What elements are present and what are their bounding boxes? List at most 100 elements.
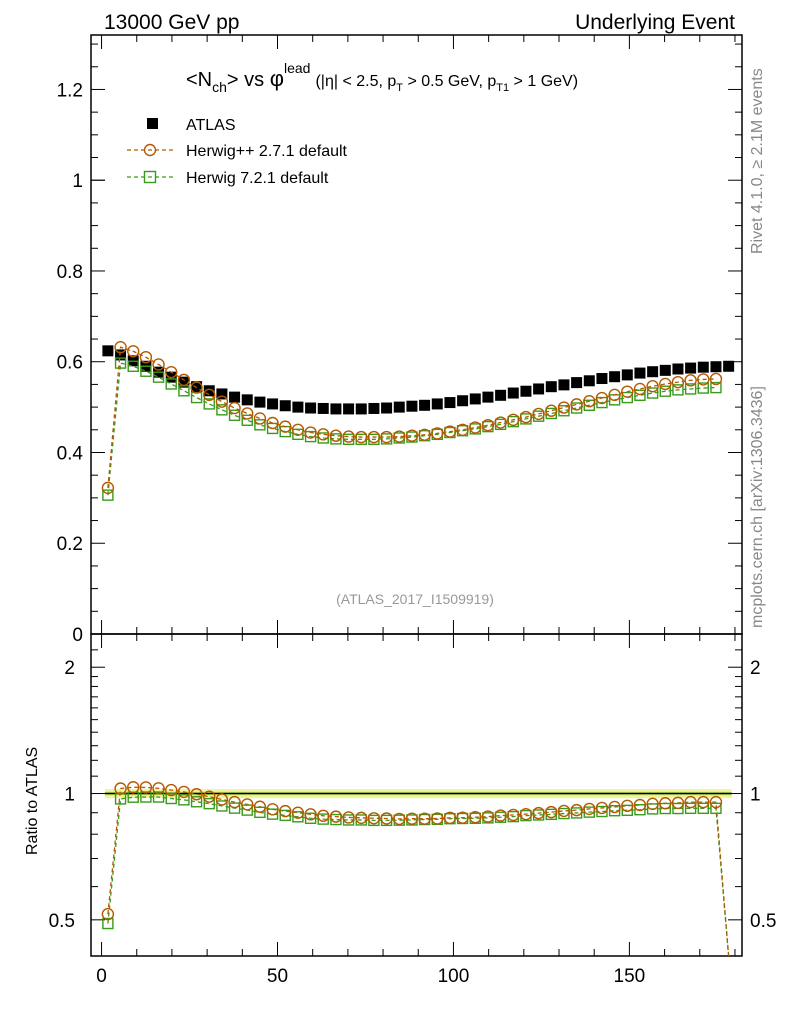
herwigpp-ratio-point [545, 805, 558, 819]
herwigpp-ratio-point [241, 798, 254, 811]
legend: ATLAS Herwig++ 2.7.1 default Herwig 7.2.… [127, 117, 348, 187]
legend-marker-herwig7 [143, 170, 157, 184]
herwigpp-point [241, 407, 254, 420]
herwigpp-point [481, 419, 495, 432]
herwigpp-point [114, 341, 127, 354]
herwig7-ratio-point [279, 809, 291, 822]
herwigpp-ratio-point [342, 811, 355, 824]
atlas-data-point [723, 360, 735, 372]
herwigpp-point [228, 401, 241, 415]
herwig7-ratio-point [102, 917, 114, 930]
herwigpp-ratio-point [494, 809, 507, 822]
mcplots-source-label: mcplots.cern.ch [arXiv:1306.3436] [749, 386, 766, 628]
herwigpp-point [355, 430, 368, 444]
main-axis-ticks: 0 0.2 0.4 0.6 0.8 1 1.2 [57, 35, 742, 646]
herwigpp-point [291, 423, 305, 436]
rivet-version-label: Rivet 4.1.0, ≥ 2.1M events [749, 68, 766, 254]
herwig7-ratio-point [292, 811, 304, 823]
atlas-data-point [507, 387, 519, 399]
herwigpp-ratio-point [215, 793, 229, 806]
main-y-tick-label: 0.8 [57, 262, 83, 283]
atlas-data-point [267, 398, 279, 410]
atlas-data-point [495, 389, 507, 401]
herwigpp-point [709, 372, 723, 386]
herwigpp-point [519, 410, 533, 424]
herwigpp-point [595, 391, 609, 405]
atlas-data-point [558, 379, 570, 391]
herwigpp-ratio-point [203, 790, 216, 803]
ratio-y-tick-label: 1 [64, 785, 75, 806]
herwig7-ratio-point [266, 808, 279, 820]
herwig7-ratio-point [608, 805, 621, 817]
herwigpp-ratio-point [646, 797, 659, 811]
herwigpp-point [532, 407, 545, 421]
atlas-data-point [229, 391, 241, 403]
herwig7-point [203, 398, 215, 410]
herwigpp-point [304, 426, 317, 439]
herwigpp-point [671, 375, 685, 389]
herwig7-ratio-point [178, 794, 190, 806]
atlas-data-point [444, 397, 456, 409]
herwigpp-ratio-point [431, 812, 444, 825]
herwig7-ratio-line [107, 796, 730, 957]
herwig7-point [216, 404, 228, 416]
ratio-y-tick-label-right: 1 [750, 785, 761, 806]
herwigpp-ratio-point [557, 804, 571, 818]
herwigpp-point [557, 401, 571, 414]
herwigpp-ratio-point [709, 795, 723, 809]
main-y-tick-label: 0.6 [57, 353, 83, 374]
herwigpp-point [165, 365, 178, 379]
herwig7-ratio-point [659, 802, 671, 815]
atlas-data-point [672, 363, 684, 375]
herwig7-point [114, 357, 127, 369]
atlas-data-point [102, 345, 114, 357]
atlas-data-point [533, 383, 545, 395]
herwig7-point [304, 430, 317, 443]
herwigpp-point [266, 416, 279, 430]
title-cuts-c: > 1 GeV) [509, 73, 578, 90]
herwigpp-ratio-point [405, 812, 419, 825]
herwigpp-point [380, 430, 393, 444]
atlas-data-point [343, 403, 355, 415]
herwigpp-point [659, 377, 672, 391]
herwigpp-ratio-point [393, 812, 406, 826]
title-lead-sup: lead [284, 60, 310, 76]
atlas-data-point [330, 403, 342, 415]
herwigpp-point [431, 427, 444, 440]
atlas-data-point [254, 396, 266, 408]
atlas-data-point [482, 391, 494, 403]
atlas-data-point [545, 381, 557, 393]
herwigpp-point [279, 420, 292, 433]
x-tick-label: 50 [267, 966, 288, 987]
herwigpp-ratio-point [519, 807, 533, 821]
herwigpp-ratio-point [304, 808, 317, 821]
atlas-data-point [381, 402, 393, 414]
herwig7-ratio-point [304, 812, 317, 824]
herwigpp-point [456, 423, 469, 436]
herwigpp-ratio-point [228, 795, 241, 809]
herwigpp-point [583, 395, 596, 408]
herwigpp-point [621, 385, 634, 398]
atlas-data-point [419, 399, 431, 411]
herwig7-ratio-point [621, 804, 633, 817]
herwigpp-point [545, 404, 558, 417]
ratio-y-tick-label: 2 [64, 658, 75, 679]
herwigpp-point [697, 373, 710, 386]
herwigpp-point [317, 428, 330, 441]
herwig7-ratio-point [140, 791, 152, 803]
atlas-data-point [647, 366, 659, 378]
title-pt1-sub: T1 [496, 82, 509, 94]
title-nch-sub: ch [212, 79, 227, 95]
herwigpp-point [367, 430, 381, 444]
herwig7-point [254, 419, 266, 431]
herwigpp-point [342, 430, 355, 443]
herwig7-ratio-point [190, 796, 203, 808]
herwigpp-point [139, 350, 153, 364]
legend-label-herwig7: Herwig 7.2.1 default [186, 170, 329, 187]
herwig7-point [672, 384, 684, 396]
herwigpp-point [101, 481, 115, 495]
title-nch-open: <N [186, 69, 212, 91]
atlas-data-point [241, 394, 253, 406]
herwig7-ratio-point [672, 802, 684, 815]
herwigpp-ratio-point [418, 812, 431, 825]
